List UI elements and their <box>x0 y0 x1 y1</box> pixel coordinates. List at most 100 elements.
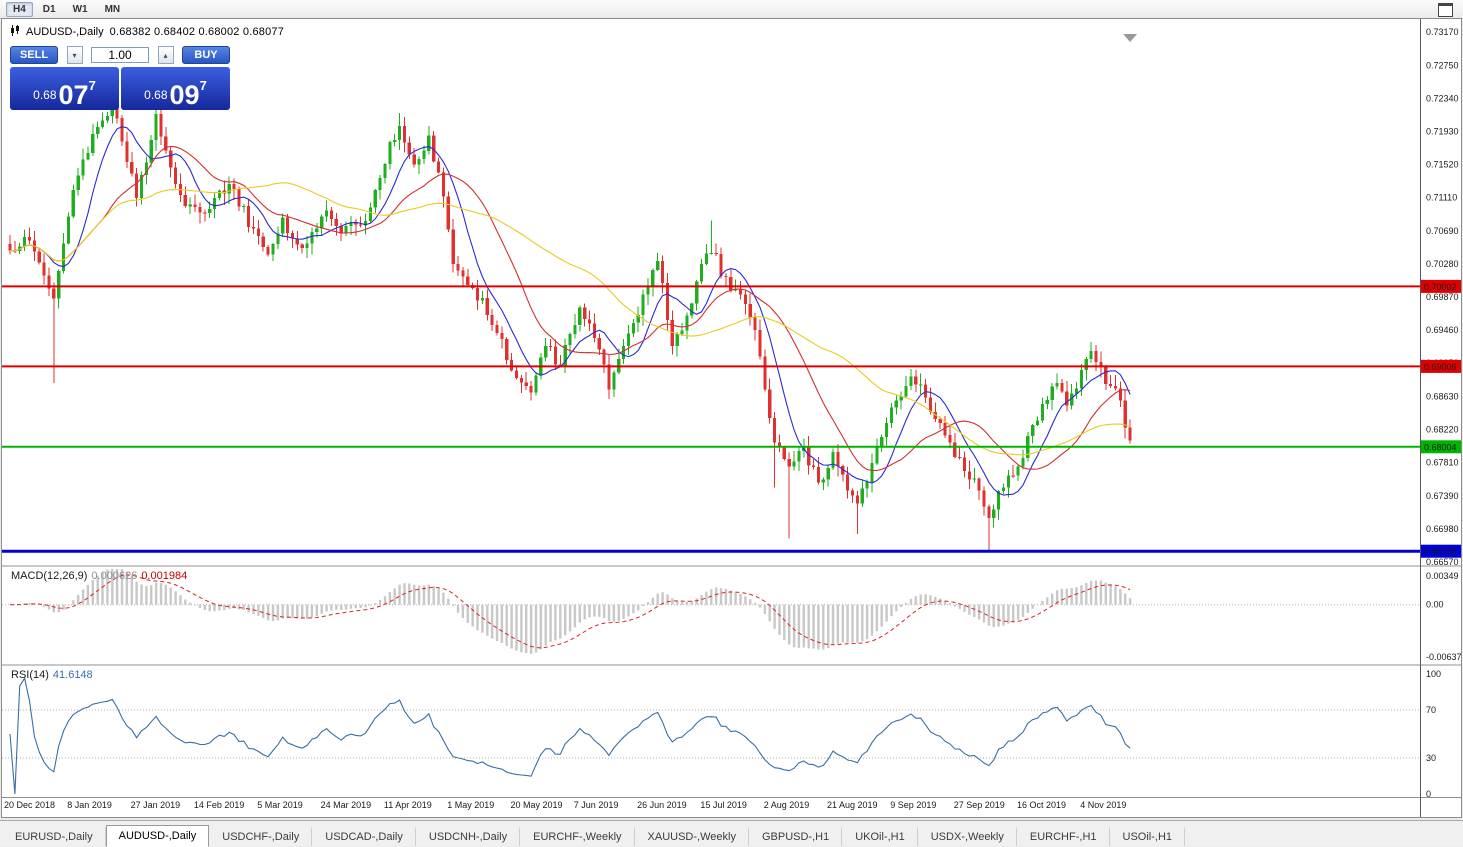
chart-ohlc-values: 0.68382 0.68402 0.68002 0.68077 <box>109 26 285 38</box>
chart-surface[interactable]: 0.73170 0.72750 0.72340 0.71930 0.71520 0.711… <box>2 19 1461 817</box>
date-axis[interactable]: 20 Dec 2018 8 Jan 2019 27 Jan 2019 14 Feb 2… <box>4 800 1126 810</box>
ma-8-line <box>9 126 1131 496</box>
svg-text:27 Jan 2019: 27 Jan 2019 <box>131 800 181 810</box>
svg-text:5 Mar 2019: 5 Mar 2019 <box>257 800 303 810</box>
svg-text:26 Jun 2019: 26 Jun 2019 <box>637 800 687 810</box>
rsi-name: RSI(14) <box>11 669 49 681</box>
sell-price-prefix: 0.68 <box>33 88 57 102</box>
svg-text:0: 0 <box>1426 789 1431 799</box>
buy-price-big-digits: 09 <box>169 79 200 110</box>
svg-text:-0.00637: -0.00637 <box>1426 652 1461 662</box>
svg-text:70: 70 <box>1426 705 1436 715</box>
svg-text:0.00349: 0.00349 <box>1426 571 1459 581</box>
price-badge-0.69006 <box>1421 359 1461 373</box>
tab-usdcnh-daily[interactable]: USDCNH-,Daily <box>416 827 521 846</box>
buy-button[interactable]: BUY <box>182 46 230 64</box>
svg-text:14 Feb 2019: 14 Feb 2019 <box>194 800 245 810</box>
macd-indicator-label: MACD(12,26,9) 0.000626 0.001984 <box>11 570 187 582</box>
sell-price-pipette: 7 <box>88 78 96 93</box>
svg-text:8 Jan 2019: 8 Jan 2019 <box>67 800 112 810</box>
buy-price-prefix: 0.68 <box>144 88 168 102</box>
svg-text:24 Mar 2019: 24 Mar 2019 <box>321 800 372 810</box>
price-badge-0.68004 <box>1421 440 1461 454</box>
volume-input[interactable] <box>91 47 149 63</box>
svg-text:21 Aug 2019: 21 Aug 2019 <box>827 800 878 810</box>
chart-title: AUDUSD-,Daily 0.68382 0.68402 0.68002 0.… <box>10 25 284 39</box>
chart-symbol-label: AUDUSD-,Daily <box>26 26 104 38</box>
svg-text:0.70690: 0.70690 <box>1426 226 1459 236</box>
candlestick-icon <box>10 25 20 39</box>
chart-window: 0.73170 0.72750 0.72340 0.71930 0.71520 0.711… <box>1 18 1462 818</box>
svg-text:1 May 2019: 1 May 2019 <box>447 800 494 810</box>
timeframe-d1-button[interactable]: D1 <box>36 2 63 17</box>
volume-up-button[interactable]: ▴ <box>157 46 174 64</box>
macd-main-value: 0.000626 <box>91 570 138 582</box>
svg-text:7 Jun 2019: 7 Jun 2019 <box>574 800 619 810</box>
chevron-down-icon: ▾ <box>72 50 77 60</box>
svg-text:20 Dec 2018: 20 Dec 2018 <box>4 800 55 810</box>
svg-text:11 Apr 2019: 11 Apr 2019 <box>384 800 432 810</box>
tab-eurchf-h1[interactable]: EURCHF-,H1 <box>1017 827 1110 846</box>
svg-text:9 Sep 2019: 9 Sep 2019 <box>890 800 936 810</box>
rsi-pane <box>2 676 1420 795</box>
svg-text:16 Oct 2019: 16 Oct 2019 <box>1017 800 1066 810</box>
svg-text:20 May 2019: 20 May 2019 <box>511 800 563 810</box>
price-scale[interactable]: 0.73170 0.72750 0.72340 0.71930 0.71520 0.711… <box>2 19 1461 817</box>
svg-text:15 Jul 2019: 15 Jul 2019 <box>700 800 747 810</box>
svg-text:0.71520: 0.71520 <box>1426 160 1459 170</box>
svg-text:0.67390: 0.67390 <box>1426 491 1459 501</box>
buy-price-pipette: 7 <box>199 78 207 93</box>
tab-eurusd-daily[interactable]: EURUSD-,Daily <box>2 827 106 846</box>
timeframe-toolbar: H4 D1 W1 MN <box>0 0 1463 19</box>
svg-text:0.68220: 0.68220 <box>1426 425 1459 435</box>
chevron-up-icon: ▴ <box>163 50 168 60</box>
tab-xauusd-weekly[interactable]: XAUUSD-,Weekly <box>635 827 749 846</box>
tab-gbpusd-h1[interactable]: GBPUSD-,H1 <box>749 827 843 846</box>
price-badge-0.66705 <box>1421 544 1461 558</box>
svg-text:0.67810: 0.67810 <box>1426 457 1459 467</box>
tab-usdchf-daily[interactable]: USDCHF-,Daily <box>209 827 313 846</box>
rsi-line <box>9 676 1131 795</box>
sell-price-big-digits: 07 <box>58 79 89 110</box>
tab-usdx-weekly[interactable]: USDX-,Weekly <box>918 827 1017 846</box>
timeframe-h4-button[interactable]: H4 <box>6 1 33 17</box>
svg-text:0.69870: 0.69870 <box>1426 292 1459 302</box>
rsi-value: 41.6148 <box>52 669 93 681</box>
svg-text:0.68004: 0.68004 <box>1424 442 1457 452</box>
chart-window-icon[interactable] <box>1438 3 1453 17</box>
svg-text:0.69460: 0.69460 <box>1426 325 1459 335</box>
svg-text:0.66570: 0.66570 <box>1426 557 1459 567</box>
tab-audusd-daily[interactable]: AUDUSD-,Daily <box>105 825 210 847</box>
timeframe-mn-button[interactable]: MN <box>98 2 128 17</box>
svg-text:0.66980: 0.66980 <box>1426 524 1459 534</box>
buy-price-display[interactable]: 0.68 09 7 <box>121 67 230 110</box>
svg-text:0.70280: 0.70280 <box>1426 259 1459 269</box>
tab-usoil-h1[interactable]: USOil-,H1 <box>1110 827 1186 846</box>
macd-name: MACD(12,26,9) <box>11 570 88 582</box>
sell-price-display[interactable]: 0.68 07 7 <box>10 67 119 110</box>
price-badge-0.70002 <box>1421 279 1461 293</box>
chart-tab-bar: EURUSD-,Daily AUDUSD-,Daily USDCHF-,Dail… <box>0 820 1463 847</box>
ma-45-line <box>9 182 1131 456</box>
macd-signal-value: 0.001984 <box>141 570 188 582</box>
svg-text:0.66705: 0.66705 <box>1424 547 1457 557</box>
timeframe-w1-button[interactable]: W1 <box>66 2 95 17</box>
svg-text:0.71110: 0.71110 <box>1426 192 1457 202</box>
rsi-indicator-label: RSI(14) 41.6148 <box>11 669 93 681</box>
one-click-trading-panel: SELL ▾ ▴ BUY 0.68 07 7 0.68 09 7 <box>10 45 230 110</box>
svg-text:30: 30 <box>1426 753 1436 763</box>
svg-text:27 Sep 2019: 27 Sep 2019 <box>954 800 1005 810</box>
volume-down-button[interactable]: ▾ <box>66 46 83 64</box>
macd-pane <box>2 569 1420 654</box>
svg-text:0.72750: 0.72750 <box>1426 61 1459 71</box>
chart-shift-marker[interactable] <box>1123 34 1138 42</box>
tab-usdcad-daily[interactable]: USDCAD-,Daily <box>312 827 416 846</box>
tab-ukoil-h1[interactable]: UKOil-,H1 <box>842 827 918 846</box>
svg-text:0.69006: 0.69006 <box>1424 362 1457 372</box>
tab-eurchf-weekly[interactable]: EURCHF-,Weekly <box>520 827 635 846</box>
svg-text:0.70002: 0.70002 <box>1424 282 1457 292</box>
svg-text:0.00: 0.00 <box>1426 600 1444 610</box>
sell-button[interactable]: SELL <box>10 46 58 64</box>
svg-text:4 Nov 2019: 4 Nov 2019 <box>1080 800 1126 810</box>
